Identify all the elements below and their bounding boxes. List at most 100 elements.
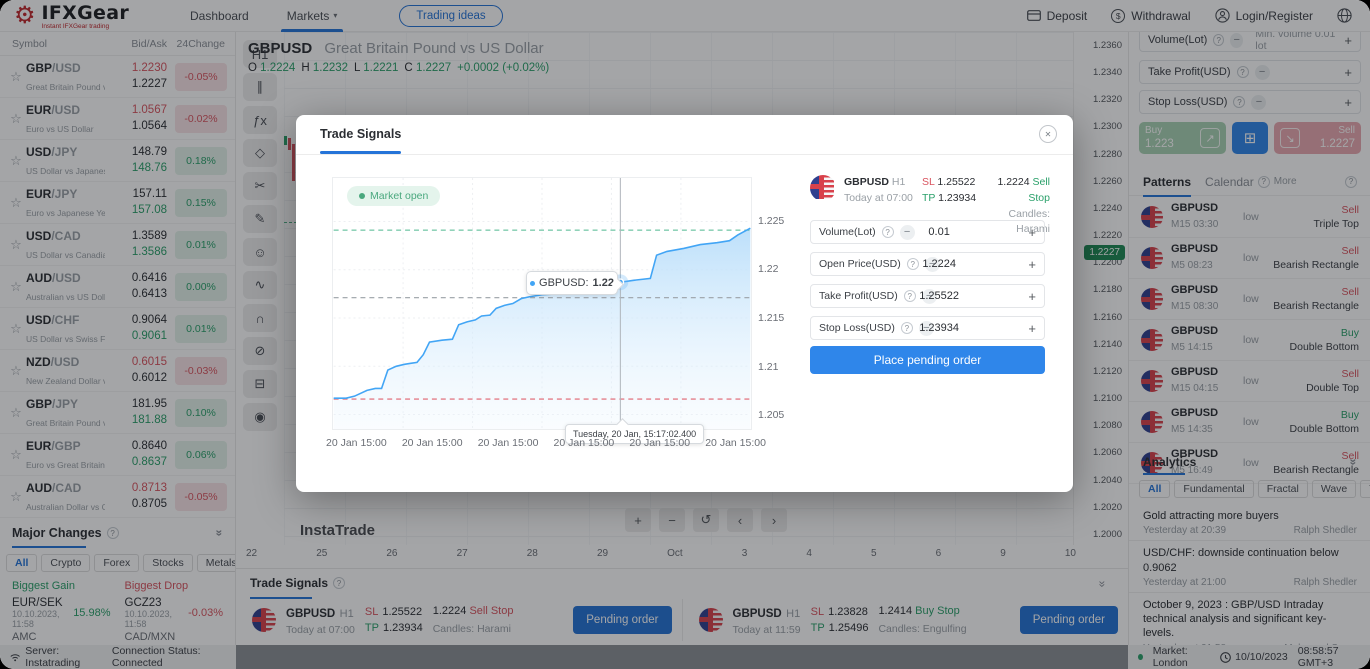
stop-loss-field[interactable]: Stop Loss(USD) ? − 1.23934 + — [810, 316, 1045, 340]
pattern-row[interactable]: GBPUSD M5 14:35 low Buy Double Bottom — [1129, 402, 1370, 443]
zoom-in-button[interactable]: + — [625, 508, 651, 532]
increase-button[interactable]: + — [1344, 64, 1352, 80]
help-icon[interactable]: ? — [333, 577, 346, 589]
tab-calendar[interactable]: Calendar ? More — [1205, 174, 1297, 189]
decrease-button[interactable]: − — [918, 320, 934, 336]
sell-button[interactable]: ↘ Sell 1.2227 — [1274, 122, 1361, 154]
increase-button[interactable]: + — [1028, 288, 1036, 304]
calculator-button[interactable]: ⊞ — [1232, 122, 1268, 154]
analytics-tab[interactable]: Fundamental — [1174, 480, 1254, 498]
timeframe-h1-button[interactable]: H1 — [243, 40, 277, 68]
watchlist-row[interactable]: ☆ USD/CAD US Dollar vs Canadian 1.3589 1… — [0, 224, 235, 266]
indicators-icon[interactable]: ƒx — [243, 106, 277, 134]
decrease-button[interactable]: − — [921, 288, 937, 304]
pattern-row[interactable]: GBPUSD M5 14:15 low Buy Double Bottom — [1129, 320, 1370, 361]
emoji-icon[interactable]: ☺ — [243, 238, 277, 266]
favorite-star-icon[interactable]: ☆ — [10, 68, 22, 84]
pattern-row[interactable]: GBPUSD M5 08:23 low Sell Bearish Rectang… — [1129, 238, 1370, 279]
stop-loss-value[interactable]: 1.23934 — [919, 322, 960, 334]
logo[interactable]: ⚙ IFXGear Instant IFXGear trading — [0, 2, 190, 30]
take-profit-field[interactable]: Take Profit(USD) ? − + — [1139, 60, 1361, 84]
favorite-star-icon[interactable]: ☆ — [10, 152, 22, 168]
category-tab[interactable]: Crypto — [41, 554, 91, 572]
deposit-button[interactable]: Deposit — [1026, 9, 1087, 23]
login-register-button[interactable]: Login/Register — [1214, 8, 1313, 23]
brush-icon[interactable]: ✎ — [243, 205, 277, 233]
favorite-star-icon[interactable]: ☆ — [10, 404, 22, 420]
magnet-icon[interactable]: ∩ — [243, 304, 277, 332]
close-icon[interactable]: ✕ — [1039, 125, 1057, 143]
hide-drawings-icon[interactable]: ⊘ — [243, 337, 277, 365]
favorite-star-icon[interactable]: ☆ — [10, 278, 22, 294]
gain-item-partial[interactable]: AMC — [12, 631, 37, 641]
help-icon[interactable]: ? — [106, 527, 119, 539]
shapes-icon[interactable]: ◇ — [243, 139, 277, 167]
pending-order-button[interactable]: Pending order — [1019, 606, 1118, 635]
volume-value[interactable]: 0.01 — [928, 226, 950, 238]
watchlist-row[interactable]: ☆ AUD/USD Australian vs US Dollar 0.6416… — [0, 266, 235, 308]
open-price-field[interactable]: Open Price(USD) ? − 1.2224 + — [810, 252, 1045, 276]
stop-loss-field[interactable]: Stop Loss(USD) ? − + — [1139, 90, 1361, 114]
candles-icon[interactable]: ∥ — [243, 73, 277, 101]
analytics-tab[interactable]: Wave — [1311, 480, 1357, 498]
take-profit-value[interactable]: 1.25522 — [919, 290, 960, 302]
analytics-tab[interactable]: Fractal — [1257, 480, 1308, 498]
pattern-row[interactable]: GBPUSD M15 04:15 low Sell Double Top — [1129, 361, 1370, 402]
analytics-item[interactable]: Gold attracting more buyers Yesterday at… — [1129, 504, 1370, 542]
decrease-button[interactable]: − — [1230, 32, 1244, 48]
pattern-row[interactable]: GBPUSD M15 03:30 low Sell Triple Top — [1129, 197, 1370, 238]
time-axis[interactable]: 22 25 26 27 28 29 Oct 3 4 5 6 9 10 — [246, 548, 1076, 559]
watchlist-row[interactable]: ☆ EUR/GBP Euro vs Great Britain Pound 0.… — [0, 434, 235, 476]
price-axis[interactable]: 1.2360 1.2340 1.2320 1.2300 1.2280 1.2260 1.22… — [1073, 32, 1128, 545]
trading-ideas-button[interactable]: Trading ideas — [399, 4, 503, 27]
screenshot-icon[interactable]: ◉ — [243, 403, 277, 431]
delete-all-icon[interactable]: ⊟ — [243, 370, 277, 398]
help-icon[interactable]: ? — [900, 322, 913, 334]
pattern-row[interactable]: GBPUSD M5 16:49 low Sell Bearish Rectang… — [1129, 443, 1370, 484]
favorite-star-icon[interactable]: ☆ — [10, 362, 22, 378]
volume-field[interactable]: Volume(Lot) ? − 0.01 + — [810, 220, 1045, 244]
zoom-out-button[interactable]: − — [659, 508, 685, 532]
nav-dashboard[interactable]: Dashboard — [190, 8, 249, 23]
category-tab[interactable]: Metals — [196, 554, 235, 572]
favorite-star-icon[interactable]: ☆ — [10, 236, 22, 252]
place-pending-order-button[interactable]: Place pending order — [810, 346, 1045, 374]
analytics-tab[interactable]: All — [1139, 480, 1171, 498]
drop-item[interactable]: GCZ23 10.10.2023, 11:58 -0.03% — [125, 592, 224, 631]
favorite-star-icon[interactable]: ☆ — [10, 320, 22, 336]
scroll-right-button[interactable]: › — [761, 508, 787, 532]
scroll-left-button[interactable]: ‹ — [727, 508, 753, 532]
help-icon[interactable]: ? — [1233, 96, 1246, 108]
buy-button[interactable]: Buy 1.223 ↗ — [1139, 122, 1226, 154]
watchlist-row[interactable]: ☆ USD/CHF US Dollar vs Swiss Franc 0.906… — [0, 308, 235, 350]
analytics-item[interactable]: USD/CHF: downside continuation below 0.9… — [1129, 541, 1370, 593]
open-price-value[interactable]: 1.2224 — [922, 258, 956, 270]
help-icon[interactable]: ? — [1213, 34, 1225, 46]
watchlist-row[interactable]: ☆ GBP/JPY Great Britain Pound vs Japa...… — [0, 392, 235, 434]
reset-view-button[interactable]: ↺ — [693, 508, 719, 532]
drawing-tools-icon[interactable]: ✂ — [243, 172, 277, 200]
help-icon[interactable]: ? — [1345, 175, 1357, 188]
decrease-button[interactable]: − — [899, 224, 915, 240]
analytics-header[interactable]: Analytics » — [1129, 449, 1370, 475]
major-changes-header[interactable]: Major Changes ? » — [0, 518, 235, 548]
pending-order-button[interactable]: Pending order — [573, 606, 672, 635]
take-profit-field[interactable]: Take Profit(USD) ? − 1.25522 + — [810, 284, 1045, 308]
decrease-button[interactable]: − — [1254, 64, 1270, 80]
increase-button[interactable]: + — [1344, 94, 1352, 110]
decrease-button[interactable]: − — [1251, 94, 1267, 110]
volume-field[interactable]: Volume(Lot) ? − Min. volume 0.01 lot + — [1139, 32, 1361, 52]
signal-chart[interactable]: Market open GBPUSD: 1.22 Tuesday, 20 Jan… — [332, 177, 752, 444]
help-icon[interactable]: ? — [881, 226, 894, 238]
favorite-star-icon[interactable]: ☆ — [10, 488, 22, 504]
drop-item-partial[interactable]: CAD/MXN — [124, 631, 176, 641]
favorite-star-icon[interactable]: ☆ — [10, 194, 22, 210]
watchlist-row[interactable]: ☆ EUR/USD Euro vs US Dollar 1.0567 1.056… — [0, 98, 235, 140]
increase-button[interactable]: + — [1028, 256, 1036, 272]
help-icon[interactable]: ? — [906, 258, 919, 270]
help-icon[interactable]: ? — [903, 290, 916, 302]
nav-markets[interactable]: Markets ▾ — [280, 0, 344, 32]
increase-button[interactable]: + — [1344, 32, 1352, 48]
language-button[interactable] — [1337, 8, 1352, 23]
decrease-button[interactable]: − — [924, 256, 940, 272]
